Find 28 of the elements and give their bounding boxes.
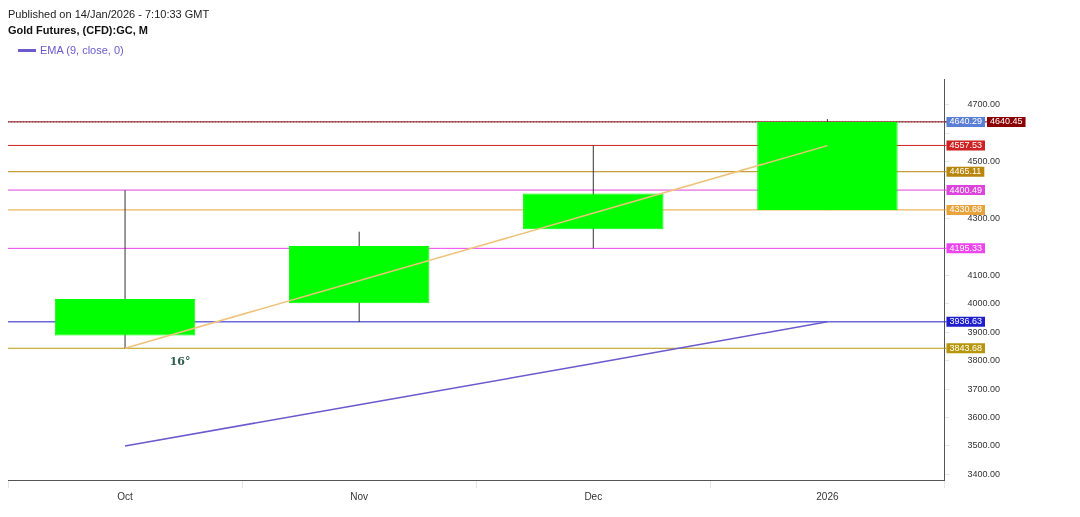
y-tick-label: 3700.00: [967, 383, 1001, 394]
legend-label: EMA (9, close, 0): [40, 44, 124, 56]
ref-line-label: 4640.45: [990, 116, 1023, 127]
y-tick-label: 4100.00: [967, 269, 1001, 280]
y-tick-label: 3400.00: [967, 468, 1001, 479]
x-tick-label: Oct: [117, 490, 134, 502]
chart-title: Gold Futures, (CFD):GC, M: [8, 24, 149, 36]
y-tick-label: 4000.00: [967, 298, 1001, 309]
ref-line-label: 3843.68: [949, 342, 983, 353]
ref-line-label: 3936.63: [949, 316, 983, 327]
x-tick-label: Dec: [584, 490, 603, 502]
x-tick-label: Nov: [350, 490, 369, 502]
ref-line-label: 4557.53: [949, 139, 983, 150]
ref-line-label: 4330.68: [949, 204, 983, 215]
y-tick-label: 4500.00: [967, 156, 1001, 167]
ref-line-label: 4195.33: [949, 242, 983, 253]
y-tick-label: 3800.00: [967, 355, 1001, 366]
chart-subtitle: Published on 14/Jan/2026 - 7:10:33 GMT: [8, 8, 211, 20]
annotation: 16°: [169, 355, 191, 369]
y-tick-label: 3900.00: [967, 326, 1001, 337]
y-tick-label: 3600.00: [967, 411, 1001, 422]
x-tick-label: 2026: [816, 490, 839, 502]
ref-line-label: 4640.29: [949, 116, 983, 127]
y-tick-label: 4700.00: [967, 99, 1001, 110]
y-tick-label: 3500.00: [967, 440, 1001, 451]
ref-line-label: 4400.49: [949, 184, 983, 195]
y-tick-label: 4300.00: [967, 213, 1001, 224]
ref-line-label: 4465.11: [949, 166, 982, 177]
